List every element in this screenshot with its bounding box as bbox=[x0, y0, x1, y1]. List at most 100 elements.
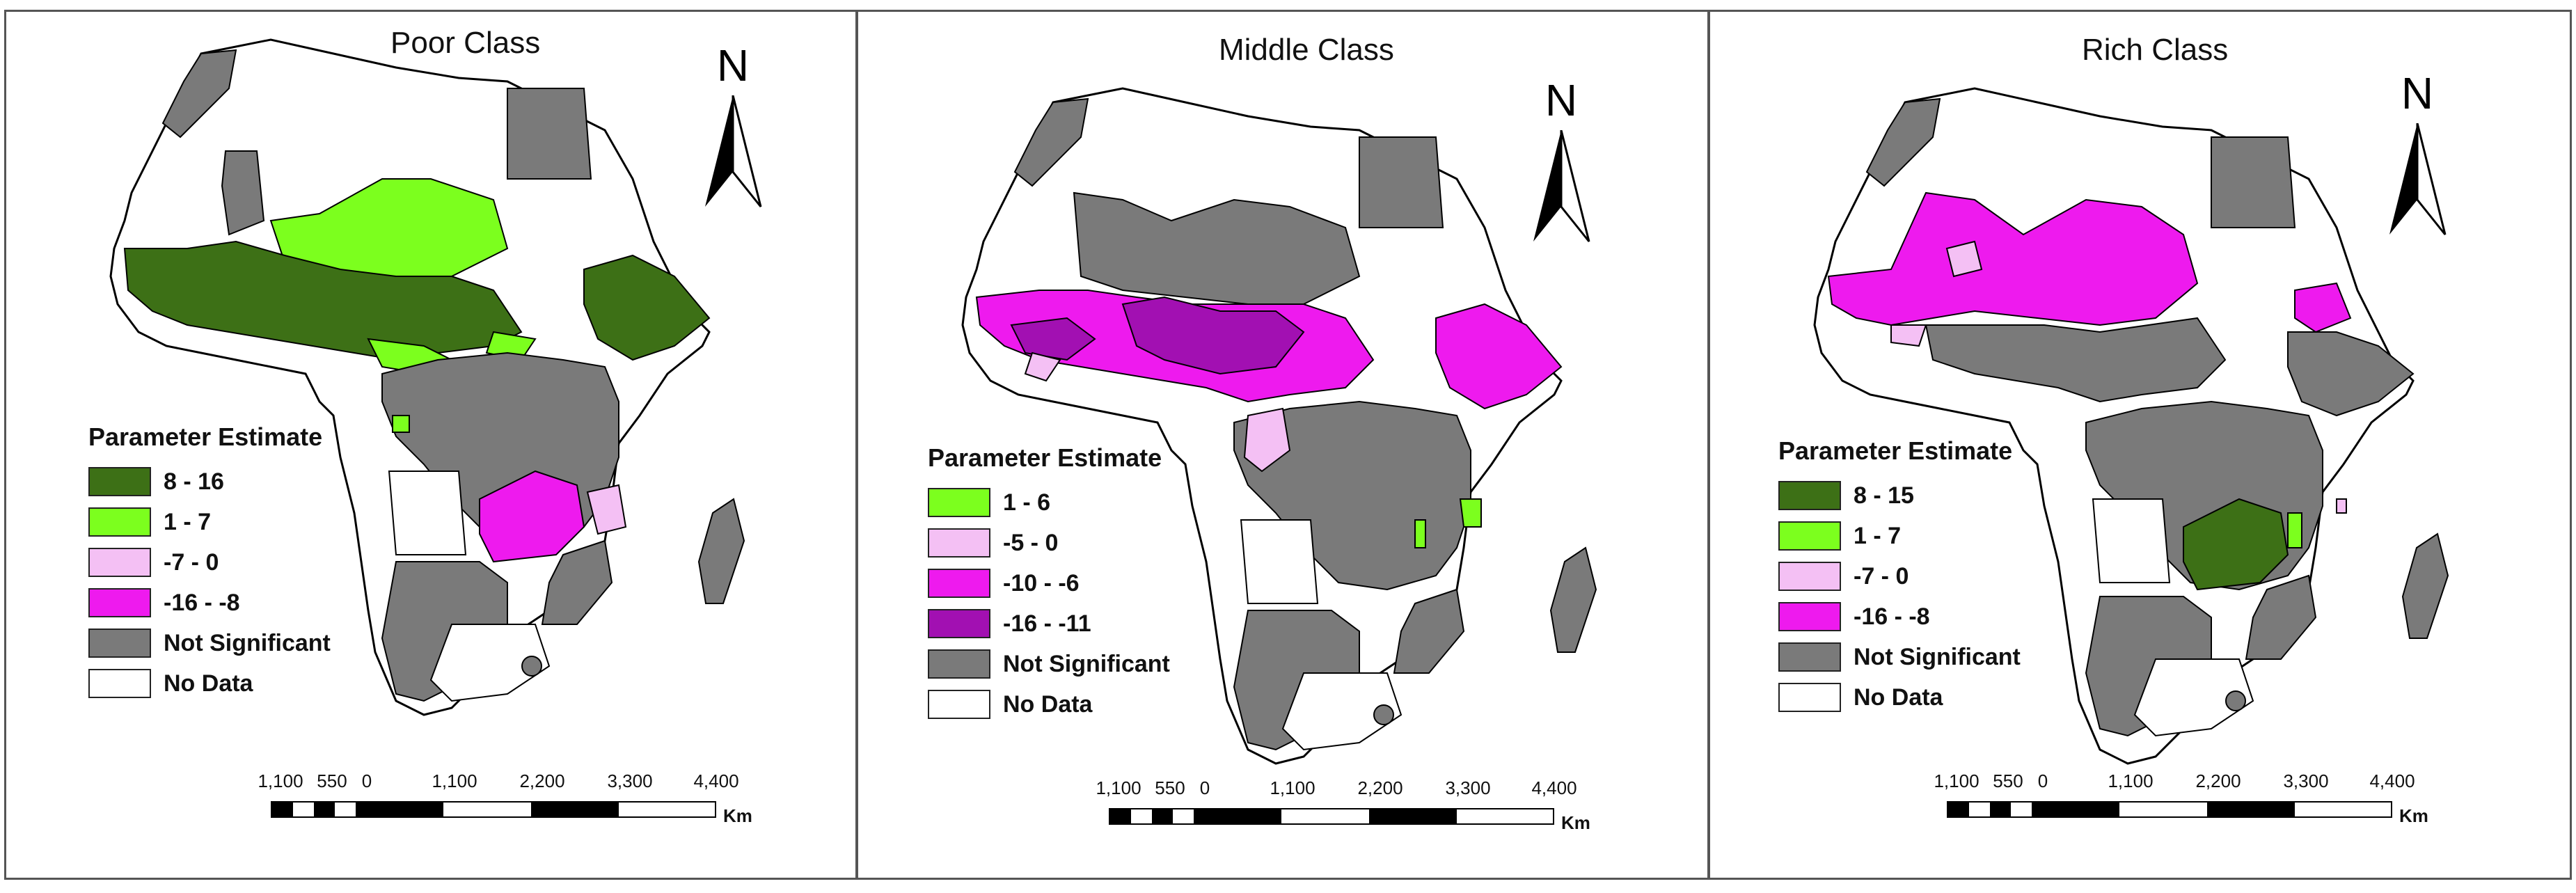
region-not-significant-lesotho bbox=[521, 656, 542, 677]
north-arrow: N bbox=[1519, 74, 1603, 248]
legend-label: 1 - 7 bbox=[164, 508, 212, 535]
legend-swatch bbox=[88, 669, 151, 698]
scale-tick: 0 bbox=[361, 770, 372, 791]
legend-item: 1 - 7 bbox=[1778, 516, 2021, 556]
panel-title: Poor Class bbox=[390, 26, 541, 60]
scale-tick: 0 bbox=[2037, 770, 2048, 791]
legend-label: -7 - 0 bbox=[1854, 562, 1909, 590]
region-no-data-angola bbox=[388, 471, 467, 555]
legend-label: -16 - -11 bbox=[1003, 610, 1091, 637]
legend-label: -10 - -6 bbox=[1003, 569, 1080, 596]
legend-label: No Data bbox=[164, 670, 253, 697]
legend: Parameter Estimate 8 - 15 1 - 7 -7 - 0 -… bbox=[1778, 436, 2021, 718]
scale-tick: 1,100 bbox=[1096, 777, 1141, 798]
region-not-significant-nw bbox=[1013, 97, 1089, 187]
legend-item: -5 - 0 bbox=[928, 523, 1170, 563]
region-magenta-zambia bbox=[479, 470, 585, 563]
map-panel-poor-class: Poor Class N Parameter Estimate 8 - 16 1… bbox=[4, 10, 858, 880]
scale-bar-graphic bbox=[1109, 808, 1554, 825]
legend-swatch bbox=[1778, 481, 1841, 510]
scale-tick: 1,100 bbox=[2108, 770, 2154, 791]
legend-swatch bbox=[1778, 683, 1841, 712]
legend-item: Not Significant bbox=[1778, 637, 2021, 677]
region-light-pink-malawi bbox=[586, 484, 627, 535]
map-panel-middle-class: Middle Class N Parameter Estimate 1 - 6 … bbox=[856, 10, 1709, 880]
legend-swatch bbox=[928, 488, 990, 517]
legend-label: -16 - -8 bbox=[164, 589, 240, 616]
scale-tick: 550 bbox=[1155, 777, 1185, 798]
legend-label: 8 - 16 bbox=[164, 468, 224, 495]
region-not-significant-central bbox=[1233, 400, 1471, 591]
scale-tick: 1,100 bbox=[258, 770, 303, 791]
legend-label: -16 - -8 bbox=[1854, 603, 1930, 630]
legend-item: -7 - 0 bbox=[88, 542, 331, 583]
region-dark-green-zambia bbox=[2183, 498, 2289, 591]
region-not-significant-madagascar bbox=[2401, 532, 2449, 639]
legend-item: 8 - 16 bbox=[88, 461, 331, 502]
north-arrow-icon bbox=[1533, 130, 1590, 242]
legend-title: Parameter Estimate bbox=[88, 422, 323, 451]
legend-label: 1 - 7 bbox=[1854, 522, 1902, 549]
region-light-pink-congo bbox=[1243, 407, 1291, 473]
region-light-green-malawi bbox=[2287, 512, 2302, 548]
legend-title: Parameter Estimate bbox=[1778, 436, 2013, 465]
region-not-significant-nw bbox=[161, 49, 237, 139]
legend-item: No Data bbox=[1778, 677, 2021, 718]
scale-tick: 4,400 bbox=[693, 770, 739, 791]
legend-item: 8 - 15 bbox=[1778, 475, 2021, 516]
scale-bar-graphic bbox=[1947, 801, 2392, 818]
scale-tick: 3,300 bbox=[1445, 777, 1491, 798]
region-not-significant-mozambique bbox=[541, 539, 613, 625]
legend-swatch bbox=[928, 528, 990, 558]
legend-label: Not Significant bbox=[1003, 650, 1170, 677]
legend-label: 8 - 15 bbox=[1854, 482, 1914, 509]
legend: Parameter Estimate 8 - 16 1 - 7 -7 - 0 -… bbox=[88, 422, 331, 704]
region-light-pink-mali bbox=[1945, 240, 1983, 278]
legend-swatch bbox=[1778, 602, 1841, 631]
region-purple-nigeria bbox=[1121, 296, 1305, 375]
region-not-significant-horn bbox=[2287, 331, 2415, 417]
region-not-significant-sahel bbox=[1073, 191, 1361, 305]
africa-map-rich bbox=[1813, 87, 2449, 765]
region-no-data-south-africa bbox=[2133, 658, 2254, 737]
legend-label: Not Significant bbox=[1854, 643, 2021, 670]
legend-swatch bbox=[88, 629, 151, 658]
region-no-data-south-africa bbox=[429, 624, 551, 702]
legend-label: 1 - 6 bbox=[1003, 489, 1051, 516]
scale-tick: 2,200 bbox=[1357, 777, 1403, 798]
region-light-pink-coast bbox=[1024, 351, 1061, 382]
scale-tick: 3,300 bbox=[2283, 770, 2329, 791]
north-arrow: N bbox=[691, 40, 775, 214]
scale-tick: 0 bbox=[1199, 777, 1210, 798]
region-not-significant-egypt bbox=[1359, 136, 1444, 228]
africa-map-middle bbox=[961, 87, 1597, 765]
region-dark-green-ethiopia bbox=[583, 254, 711, 361]
north-label: N bbox=[2401, 68, 2434, 118]
scale-tick: 1,100 bbox=[432, 770, 477, 791]
scale-unit: Km bbox=[1561, 812, 1590, 833]
scale-bar: 1,100 550 0 1,100 2,200 3,300 4,400 Km bbox=[1934, 770, 2434, 847]
africa-map-poor bbox=[109, 38, 745, 716]
legend-swatch bbox=[88, 507, 151, 537]
region-light-pink-coast bbox=[1890, 324, 1927, 347]
scale-tick: 4,400 bbox=[2369, 770, 2415, 791]
legend-label: No Data bbox=[1003, 690, 1093, 718]
region-no-data-angola bbox=[1240, 519, 1319, 604]
region-dark-green-west-africa bbox=[123, 240, 523, 361]
legend-item: Not Significant bbox=[928, 644, 1170, 684]
north-label: N bbox=[716, 40, 750, 90]
region-not-significant-mozambique bbox=[2245, 574, 2317, 660]
region-no-data-south-africa bbox=[1281, 672, 1402, 751]
region-magenta-eritrea bbox=[2294, 282, 2352, 333]
legend-item: 1 - 7 bbox=[88, 502, 331, 542]
legend-swatch bbox=[88, 467, 151, 496]
scale-bar-graphic bbox=[271, 801, 716, 818]
region-magenta-sahel bbox=[1827, 191, 2199, 326]
scale-tick: 3,300 bbox=[607, 770, 653, 791]
legend-item: 1 - 6 bbox=[928, 482, 1170, 523]
region-light-pink-kenya-coast bbox=[2336, 498, 2347, 514]
legend-title: Parameter Estimate bbox=[928, 443, 1162, 472]
legend-item: No Data bbox=[88, 663, 331, 704]
panel-title: Rich Class bbox=[2082, 33, 2229, 67]
north-label: N bbox=[1544, 75, 1578, 125]
